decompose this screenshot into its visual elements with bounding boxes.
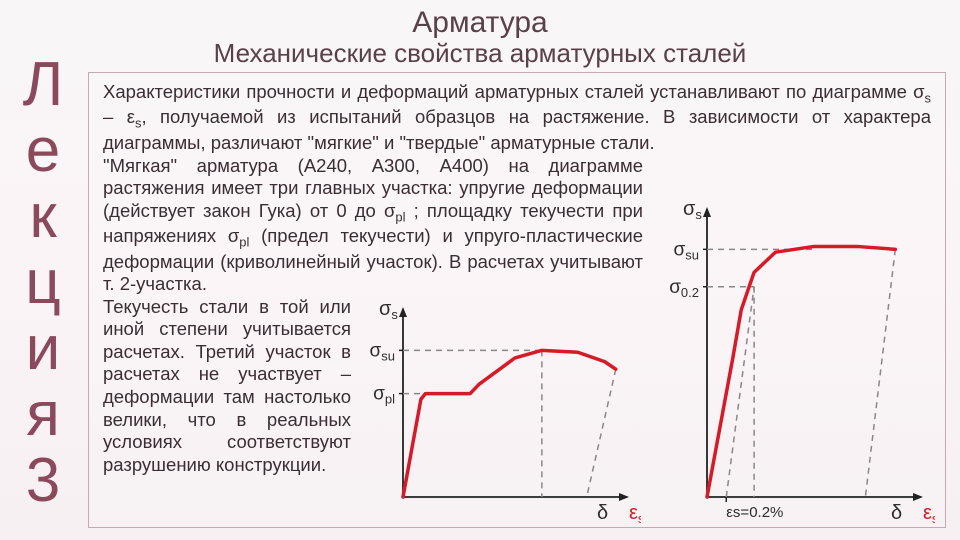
svg-text:δ: δ	[597, 502, 608, 524]
svg-text:σsu: σsu	[370, 340, 395, 363]
chart-hard-steel: σsu σ0.2 σs δεs εs=0.2%	[655, 195, 935, 525]
svg-text:εs: εs	[923, 502, 935, 525]
svg-text:σpl: σpl	[373, 384, 395, 407]
svg-text:σs: σs	[379, 298, 398, 322]
svg-text:δ: δ	[891, 502, 902, 524]
chart-soft-steel: σsu σpl σs δεs	[351, 295, 641, 525]
page-subtitle: Механические свойства арматурных сталей	[0, 38, 960, 69]
page-title: Арматура	[0, 0, 960, 40]
svg-text:εs: εs	[629, 502, 641, 525]
side-vertical-label: Лекция3	[8, 52, 78, 514]
paragraph-2: "Мягкая" арматура (А240, А300, А400) на …	[103, 155, 643, 296]
content-panel: Характеристики прочности и деформаций ар…	[88, 72, 946, 528]
svg-text:σs: σs	[683, 198, 702, 222]
svg-text:σsu: σsu	[674, 239, 699, 262]
paragraph-3: Текучесть стали в той или иной степени у…	[103, 296, 351, 477]
paragraph-1: Характеристики прочности и деформаций ар…	[103, 81, 931, 155]
svg-text:εs=0.2%: εs=0.2%	[726, 504, 783, 521]
svg-text:σ0.2: σ0.2	[669, 277, 699, 300]
